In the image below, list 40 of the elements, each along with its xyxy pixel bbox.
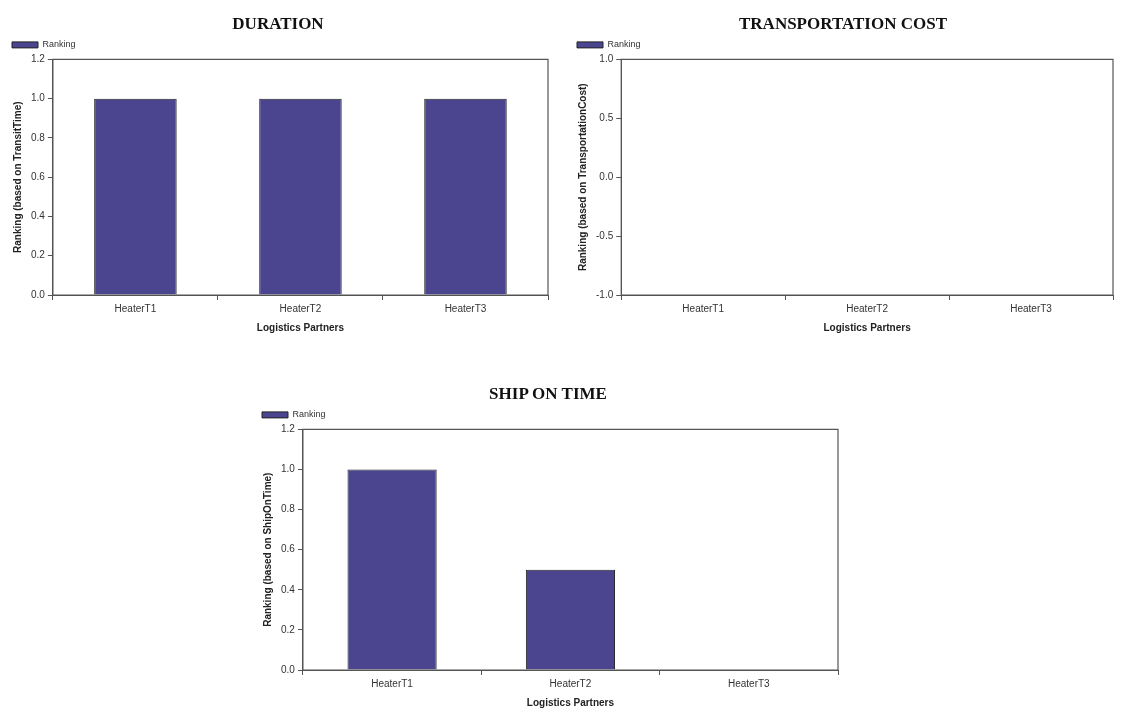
legend-label: Ranking (292, 409, 326, 420)
y-tick-label: -0.5 (596, 229, 614, 241)
y-tick-label: 1.2 (31, 53, 46, 65)
chart-title: TRANSPORTATION COST (738, 13, 948, 33)
y-tick-label: -1.0 (596, 288, 614, 300)
x-tick-label: HeaterT1 (371, 677, 414, 689)
x-axis-title: Logistics Partners (823, 321, 912, 333)
y-axis-title: Ranking (based on ShipOnTime) (261, 472, 273, 627)
y-tick-label: 0.6 (281, 543, 296, 555)
y-tick-label: 1.0 (31, 92, 46, 104)
x-tick-label: HeaterT2 (279, 302, 322, 314)
y-tick-label: 0.2 (31, 249, 46, 261)
chart-title: SHIP ON TIME (489, 383, 607, 403)
x-tick-label: HeaterT3 (1010, 302, 1053, 314)
x-tick-label: HeaterT3 (444, 302, 487, 314)
y-tick-label: 0.2 (281, 623, 296, 635)
legend-label: Ranking (42, 39, 76, 50)
y-tick-label: 0.0 (599, 170, 614, 182)
x-axis-title: Logistics Partners (256, 321, 345, 333)
x-axis-title: Logistics Partners (526, 696, 615, 708)
y-tick-label: 0.4 (31, 210, 46, 222)
y-tick-label: 0.6 (31, 170, 46, 182)
legend-label: Ranking (607, 39, 641, 50)
x-tick-label: HeaterT1 (114, 302, 157, 314)
y-tick-label: 0.0 (31, 288, 46, 300)
y-axis-title: Ranking (based on TransitTime) (11, 101, 23, 253)
y-tick-label: 0.8 (281, 503, 296, 515)
y-axis-title: Ranking (based on TransportationCost) (576, 83, 588, 272)
y-tick-label: 1.0 (599, 53, 614, 65)
x-tick-label: HeaterT2 (549, 677, 592, 689)
x-tick-label: HeaterT1 (682, 302, 725, 314)
y-tick-label: 1.2 (281, 423, 296, 435)
y-tick-label: 0.5 (599, 112, 614, 124)
y-tick-label: 0.0 (281, 663, 296, 675)
y-tick-label: 0.4 (281, 583, 296, 595)
y-tick-label: 0.8 (31, 131, 46, 143)
x-tick-label: HeaterT3 (727, 677, 771, 689)
chart-title: DURATION (232, 13, 325, 33)
x-tick-label: HeaterT2 (846, 302, 889, 314)
y-tick-label: 1.0 (281, 463, 296, 475)
